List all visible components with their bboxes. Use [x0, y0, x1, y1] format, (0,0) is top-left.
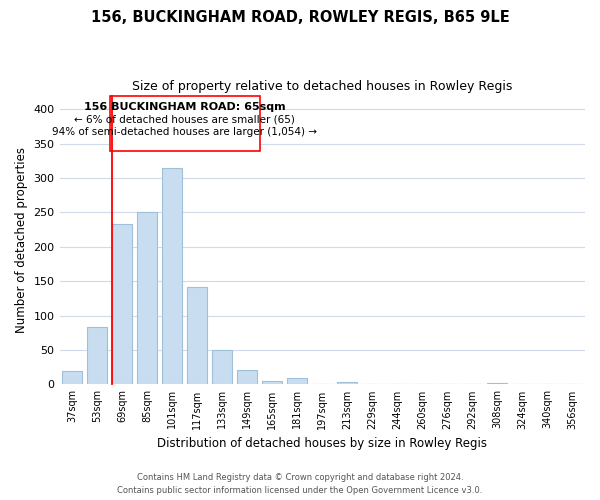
Bar: [212, 350, 232, 384]
Text: 156 BUCKINGHAM ROAD: 65sqm: 156 BUCKINGHAM ROAD: 65sqm: [84, 102, 286, 113]
Bar: [237, 370, 257, 384]
FancyBboxPatch shape: [110, 96, 260, 150]
Bar: [187, 288, 207, 384]
Text: 156, BUCKINGHAM ROAD, ROWLEY REGIS, B65 9LE: 156, BUCKINGHAM ROAD, ROWLEY REGIS, B65 …: [91, 10, 509, 25]
Text: Contains HM Land Registry data © Crown copyright and database right 2024.
Contai: Contains HM Land Registry data © Crown c…: [118, 474, 482, 495]
Bar: [112, 224, 132, 384]
Text: 94% of semi-detached houses are larger (1,054) →: 94% of semi-detached houses are larger (…: [52, 126, 317, 136]
Title: Size of property relative to detached houses in Rowley Regis: Size of property relative to detached ho…: [132, 80, 512, 93]
Bar: [337, 382, 358, 384]
Bar: [162, 168, 182, 384]
Bar: [137, 212, 157, 384]
Bar: [262, 381, 282, 384]
Y-axis label: Number of detached properties: Number of detached properties: [15, 147, 28, 333]
Bar: [87, 328, 107, 384]
Bar: [287, 378, 307, 384]
Bar: [62, 370, 82, 384]
Text: ← 6% of detached houses are smaller (65): ← 6% of detached houses are smaller (65): [74, 114, 295, 124]
X-axis label: Distribution of detached houses by size in Rowley Regis: Distribution of detached houses by size …: [157, 437, 487, 450]
Bar: [487, 383, 508, 384]
